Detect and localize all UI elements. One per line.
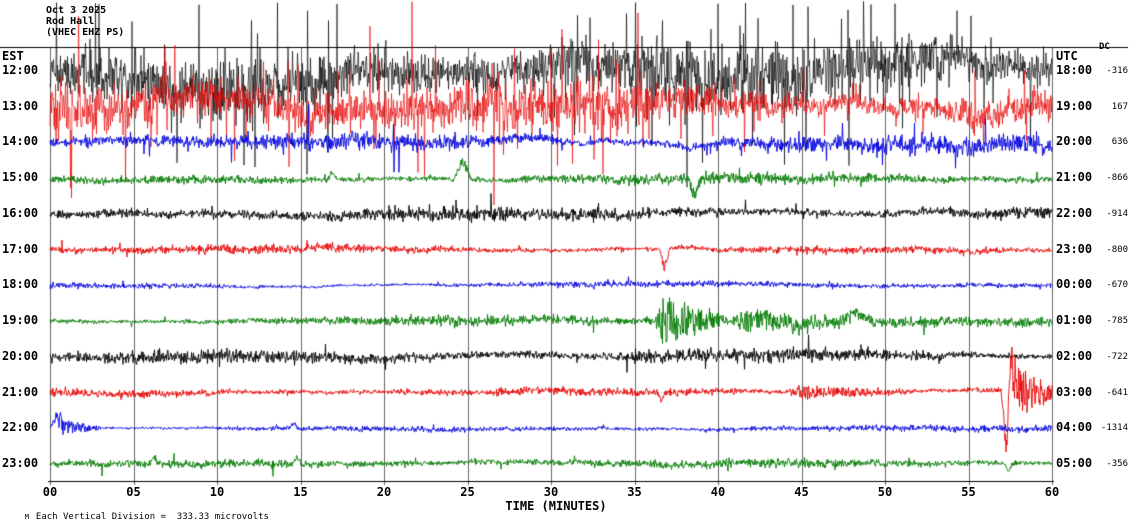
dc-value: -914 — [1106, 208, 1128, 219]
dc-value: -785 — [1106, 316, 1128, 327]
x-tick-label: 55 — [961, 485, 976, 499]
est-time-label: 16:00 — [2, 205, 39, 220]
x-tick-label: 25 — [460, 485, 475, 499]
x-tick-label: 50 — [877, 485, 893, 499]
x-tick-label: 20 — [376, 485, 392, 499]
x-tick-label: 40 — [710, 485, 726, 499]
dc-value: -722 — [1106, 351, 1128, 362]
est-time-label: 14:00 — [2, 134, 39, 149]
utc-time-label: 01:00 — [1056, 313, 1093, 328]
utc-time-label: 23:00 — [1056, 241, 1093, 256]
est-time-label: 17:00 — [2, 241, 39, 256]
est-time-label: 23:00 — [2, 456, 39, 471]
plot-header: Oct 3 2025 Rod Hall (VHEC EHZ PS) — [46, 5, 124, 38]
utc-time-label: 05:00 — [1056, 456, 1093, 471]
dc-value: 167 — [1111, 101, 1128, 112]
dc-value: 636 — [1111, 137, 1128, 148]
x-tick-label: 00 — [42, 485, 58, 499]
dc-value: -316 — [1106, 66, 1128, 76]
dc-value: -800 — [1106, 244, 1128, 255]
est-time-label: 21:00 — [2, 384, 39, 399]
dc-value: -866 — [1106, 173, 1128, 184]
x-tick-label: 10 — [209, 485, 225, 499]
utc-time-label: 02:00 — [1056, 348, 1093, 363]
x-tick-label: 45 — [794, 485, 809, 499]
utc-time-label: 21:00 — [1056, 170, 1093, 185]
est-time-label: 13:00 — [2, 98, 39, 113]
utc-time-label: 00:00 — [1056, 277, 1093, 292]
est-time-label: 20:00 — [2, 348, 39, 363]
utc-time-label: 20:00 — [1056, 134, 1093, 149]
scale-note: Each Vertical Division = 333.33 microvol… — [35, 512, 269, 522]
seismogram-canvas — [0, 0, 1130, 519]
x-tick-label: 05 — [126, 485, 141, 499]
est-time-label: 15:00 — [2, 170, 39, 185]
dc-value: -1314 — [1100, 423, 1128, 434]
x-axis-title: TIME (MINUTES) — [505, 499, 607, 513]
header-station: Rod Hall — [46, 16, 95, 27]
utc-time-label: 19:00 — [1056, 98, 1093, 113]
x-tick-label: 60 — [1044, 485, 1060, 499]
est-time-label: 12:00 — [2, 63, 39, 77]
x-tick-label: 15 — [293, 485, 308, 499]
right-axis-label: UTC — [1056, 49, 1078, 63]
dc-value: -356 — [1106, 459, 1128, 470]
utc-time-label: 18:00 — [1056, 63, 1093, 77]
x-tick-label: 30 — [543, 485, 559, 499]
utc-time-label: 04:00 — [1056, 420, 1093, 435]
dc-value: -641 — [1106, 387, 1128, 398]
header-date: Oct 3 2025 — [46, 5, 107, 16]
utc-time-label: 22:00 — [1056, 205, 1093, 220]
dc-value: -670 — [1106, 280, 1128, 291]
x-tick-label: 35 — [627, 485, 642, 499]
est-time-label: 22:00 — [2, 420, 39, 435]
footer-note: M Each Vertical Division = 333.33 microvo… — [3, 502, 269, 532]
dc-column-label: DC — [1099, 42, 1110, 52]
header-channel: (VHEC EHZ PS) — [46, 27, 125, 38]
est-time-label: 18:00 — [2, 277, 39, 292]
utc-time-label: 03:00 — [1056, 384, 1093, 399]
station-logo-icon: M — [24, 513, 29, 521]
est-time-label: 19:00 — [2, 313, 39, 328]
left-axis-label: EST — [2, 49, 24, 63]
